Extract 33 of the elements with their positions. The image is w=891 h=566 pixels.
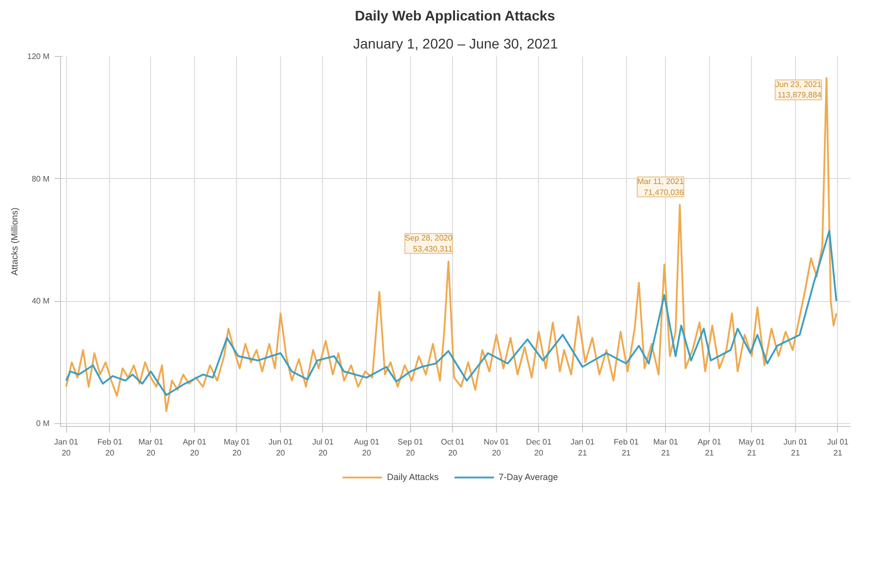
x-tick-label: Jun 01 20 — [268, 438, 294, 458]
x-tick-label: Mar 01 20 — [138, 438, 164, 458]
x-tick-label: Mar 01 21 — [653, 438, 679, 458]
x-tick-label: May 01 21 — [738, 438, 766, 458]
x-tick-label: Apr 01 21 — [698, 438, 722, 458]
x-tick-label: Feb 01 21 — [614, 438, 640, 458]
y-tick-label: 0 M — [36, 418, 50, 428]
legend-label: Daily Attacks — [387, 472, 439, 482]
x-tick-label: Jan 01 21 — [570, 438, 596, 458]
annotation: Jun 23, 2021 113,879,884 — [775, 80, 822, 100]
x-tick-label: Jan 01 20 — [54, 438, 79, 458]
y-tick-label: 40 M — [32, 296, 50, 306]
annotation: Mar 11, 2021 71,470,036 — [637, 177, 684, 197]
x-tick-label: Apr 01 20 — [182, 438, 207, 458]
x-tick-label: Sep 01 20 — [398, 438, 424, 458]
x-tick-label: Jun 01 21 — [783, 438, 808, 458]
x-tick-label: Feb 01 20 — [97, 438, 123, 458]
y-axis-title: Attacks (Millions) — [9, 207, 20, 276]
x-tick-label: Aug 01 20 — [354, 438, 380, 458]
x-tick-label: Nov 01 20 — [484, 438, 510, 458]
chart-title: Daily Web Application Attacks — [354, 8, 556, 24]
annotation: Sep 28, 2020 53,430,311 — [404, 234, 453, 254]
chart-subtitle: January 1, 2020 – June 30, 2021 — [353, 36, 558, 52]
line-series — [65, 230, 838, 396]
x-tick-label: Jul 01 20 — [312, 438, 334, 458]
y-tick-label: 120 M — [27, 52, 50, 61]
x-tick-label: Oct 01 20 — [440, 438, 466, 458]
legend-label: 7-Day Average — [498, 472, 558, 482]
x-tick-label: May 01 20 — [224, 438, 251, 458]
y-tick-label: 80 M — [32, 174, 50, 184]
line-series — [65, 77, 838, 412]
x-tick-label: Jul 01 21 — [827, 438, 850, 458]
x-tick-label: Dec 01 20 — [526, 438, 552, 458]
